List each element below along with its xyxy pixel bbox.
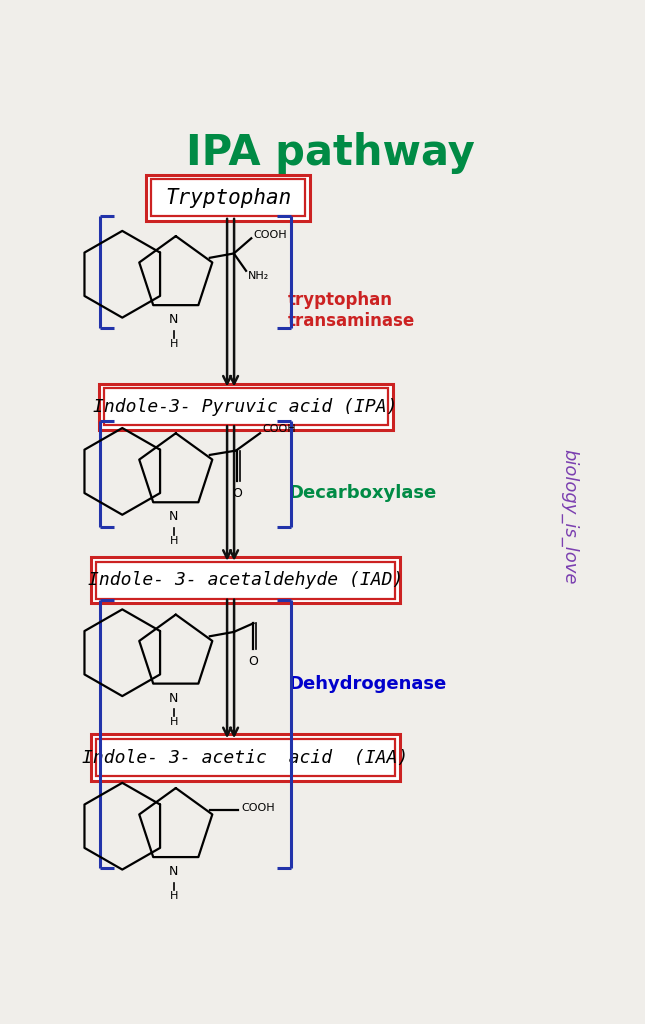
Text: H: H	[170, 536, 178, 546]
Bar	[99, 384, 393, 430]
Text: Tryptophan: Tryptophan	[165, 187, 291, 208]
Text: Indole-3- Pyruvic acid (IPA): Indole-3- Pyruvic acid (IPA)	[94, 397, 398, 416]
Text: N: N	[169, 313, 178, 327]
Text: H: H	[170, 891, 178, 900]
Text: N: N	[169, 692, 178, 705]
Bar	[146, 175, 310, 221]
Text: biology_is_love: biology_is_love	[561, 450, 579, 585]
Text: COOH: COOH	[242, 803, 275, 813]
Text: NH₂: NH₂	[248, 271, 270, 281]
Bar	[91, 557, 400, 603]
Text: H: H	[170, 339, 178, 348]
Text: tryptophan
transaminase: tryptophan transaminase	[288, 291, 415, 330]
Text: N: N	[169, 510, 178, 523]
Text: O: O	[232, 486, 242, 500]
Bar	[96, 562, 395, 599]
Text: IPA pathway: IPA pathway	[186, 132, 475, 174]
Text: O: O	[248, 655, 259, 668]
Text: Indole- 3- acetaldehyde (IAD): Indole- 3- acetaldehyde (IAD)	[88, 571, 403, 589]
Text: Dehydrogenase: Dehydrogenase	[288, 675, 446, 693]
Text: COOH: COOH	[263, 424, 296, 434]
Text: H: H	[170, 717, 178, 727]
Bar	[91, 734, 400, 780]
Text: N: N	[169, 865, 178, 879]
Text: Indole- 3- acetic  acid  (IAA): Indole- 3- acetic acid (IAA)	[83, 749, 409, 767]
Text: COOH: COOH	[253, 229, 287, 240]
Bar	[151, 179, 305, 216]
Text: Decarboxylase: Decarboxylase	[288, 484, 436, 503]
Bar	[96, 739, 395, 776]
Bar	[104, 388, 388, 425]
